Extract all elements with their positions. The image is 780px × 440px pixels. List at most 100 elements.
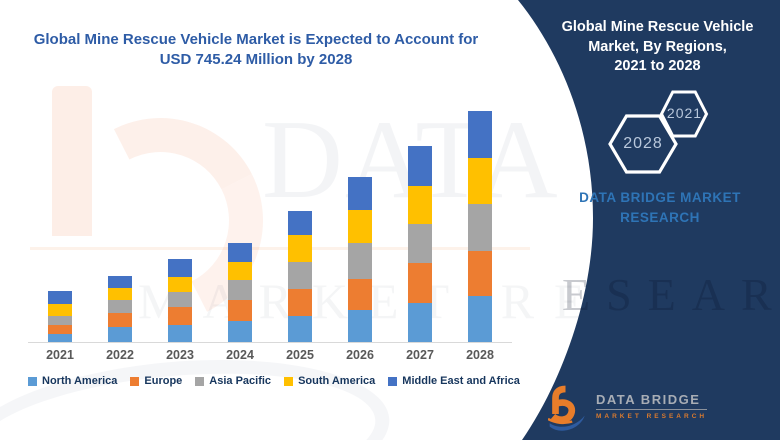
bar-group-2022 bbox=[90, 107, 150, 342]
legend: North America Europe Asia Pacific South Ame… bbox=[28, 375, 520, 387]
legend-marker-south-america-icon bbox=[284, 376, 294, 386]
stacked-bar-2021 bbox=[48, 291, 72, 342]
footer-logo-name: DATA BRIDGE bbox=[596, 392, 708, 410]
panel-brand-line-1: DATA BRIDGE MARKET bbox=[579, 190, 741, 205]
legend-marker-europe-icon bbox=[130, 376, 140, 386]
bar-group-2024 bbox=[210, 107, 270, 342]
legend-item-north-america: North America bbox=[28, 375, 117, 387]
bar-segment-north-america bbox=[48, 334, 72, 342]
footer-logo-tagline: MARKET RESEARCH bbox=[596, 413, 708, 420]
x-label-2028: 2028 bbox=[466, 348, 494, 362]
bar-segment-south-america bbox=[348, 210, 372, 243]
bar-segment-europe bbox=[408, 263, 432, 303]
bar-segment-south-america bbox=[228, 262, 252, 280]
bar-segment-asia-pacific bbox=[228, 280, 252, 300]
bar-group-2021 bbox=[30, 107, 90, 342]
bar-segment-europe bbox=[108, 313, 132, 327]
bar-segment-south-america bbox=[48, 304, 72, 316]
bar-segment-middle-east-and-africa bbox=[168, 259, 192, 277]
bar-segment-middle-east-and-africa bbox=[348, 177, 372, 210]
stacked-bar-2027 bbox=[408, 146, 432, 342]
legend-item-south-america: South America bbox=[284, 375, 375, 387]
bar-segment-north-america bbox=[408, 303, 432, 342]
legend-marker-asia-pacific-icon bbox=[195, 376, 205, 386]
bar-segment-asia-pacific bbox=[468, 204, 492, 251]
bar-group-2026 bbox=[330, 107, 390, 342]
bar-segment-south-america bbox=[168, 277, 192, 292]
hexagon-2021-icon bbox=[659, 90, 709, 138]
footer-logo-text: DATA BRIDGE MARKET RESEARCH bbox=[596, 392, 708, 420]
legend-item-europe: Europe bbox=[130, 375, 182, 387]
legend-label-north-america: North America bbox=[42, 375, 118, 387]
chart-title: Global Mine Rescue Vehicle Market is Exp… bbox=[0, 30, 512, 71]
bar-group-2028 bbox=[450, 107, 510, 342]
bar-segment-asia-pacific bbox=[408, 224, 432, 263]
legend-item-asia-pacific: Asia Pacific bbox=[195, 375, 271, 387]
x-axis-labels: 2021 2022 2023 2024 2025 2026 2027 2028 bbox=[30, 348, 510, 362]
x-label-2025: 2025 bbox=[286, 348, 314, 362]
hexagon-2028-icon bbox=[608, 114, 678, 174]
bar-segment-asia-pacific bbox=[348, 243, 372, 279]
bar-segment-middle-east-and-africa bbox=[48, 291, 72, 304]
bar-segment-asia-pacific bbox=[288, 262, 312, 289]
plot-area bbox=[30, 107, 510, 342]
x-label-2021: 2021 bbox=[46, 348, 74, 362]
legend-label-asia-pacific: Asia Pacific bbox=[209, 375, 272, 387]
panel-brand-line-2: RESEARCH bbox=[620, 209, 700, 225]
x-label-2023: 2023 bbox=[166, 348, 194, 362]
footer-logo: DATA BRIDGE MARKET RESEARCH bbox=[548, 383, 708, 435]
data-bridge-logo-icon bbox=[548, 385, 585, 431]
panel-title: Global Mine Rescue Vehicle Market, By Re… bbox=[545, 18, 770, 77]
stacked-bar-2023 bbox=[168, 259, 192, 342]
bar-segment-north-america bbox=[348, 310, 372, 342]
legend-item-middle-east-and-africa: Middle East and Africa bbox=[388, 375, 520, 387]
stacked-bar-2025 bbox=[288, 211, 312, 342]
bar-segment-europe bbox=[468, 251, 492, 296]
bar-segment-europe bbox=[168, 307, 192, 325]
bar-segment-europe bbox=[348, 279, 372, 310]
hexagon-2021-label: 2021 bbox=[666, 105, 703, 121]
legend-marker-north-america-icon bbox=[28, 376, 37, 386]
bar-segment-north-america bbox=[108, 327, 132, 342]
hexagons-graphic bbox=[608, 90, 709, 174]
bar-segment-north-america bbox=[288, 316, 312, 342]
x-label-2022: 2022 bbox=[106, 348, 134, 362]
bar-segment-north-america bbox=[468, 296, 492, 342]
legend-label-europe: Europe bbox=[144, 375, 183, 387]
hexagon-2028-label: 2028 bbox=[623, 135, 663, 152]
panel-brand-text: DATA BRIDGE MARKET RESEARCH bbox=[560, 188, 760, 227]
bar-segment-middle-east-and-africa bbox=[108, 276, 132, 288]
x-label-2027: 2027 bbox=[406, 348, 434, 362]
bar-group-2023 bbox=[150, 107, 210, 342]
bar-segment-middle-east-and-africa bbox=[228, 243, 252, 262]
bar-segment-north-america bbox=[228, 321, 252, 342]
chart-title-line-2: USD 745.24 Million by 2028 bbox=[159, 51, 353, 69]
bar-group-2027 bbox=[390, 107, 450, 342]
bar-segment-asia-pacific bbox=[168, 292, 192, 307]
bar-segment-middle-east-and-africa bbox=[468, 111, 492, 158]
bar-segment-europe bbox=[228, 300, 252, 321]
chart-title-line-1: Global Mine Rescue Vehicle Market is Exp… bbox=[33, 31, 479, 48]
x-axis-line bbox=[28, 342, 512, 343]
stacked-bar-2022 bbox=[108, 276, 132, 342]
x-label-2026: 2026 bbox=[346, 348, 374, 362]
bar-segment-south-america bbox=[468, 158, 492, 204]
bar-segment-south-america bbox=[108, 288, 132, 300]
legend-marker-middle-east-and-africa-icon bbox=[388, 376, 398, 386]
legend-label-south-america: South America bbox=[298, 375, 376, 387]
bar-segment-south-america bbox=[408, 186, 432, 224]
bar-segment-europe bbox=[48, 325, 72, 334]
x-label-2024: 2024 bbox=[226, 348, 254, 362]
legend-label-middle-east-and-africa: Middle East and Africa bbox=[402, 375, 520, 387]
stacked-bar-2026 bbox=[348, 177, 372, 342]
panel-title-line-3: 2021 to 2028 bbox=[614, 58, 701, 75]
bar-segment-asia-pacific bbox=[48, 316, 72, 325]
bar-segment-middle-east-and-africa bbox=[288, 211, 312, 235]
bar-segment-north-america bbox=[168, 325, 192, 342]
panel-title-line-2: Market, By Regions, bbox=[588, 38, 727, 55]
bar-segment-middle-east-and-africa bbox=[408, 146, 432, 186]
bar-group-2025 bbox=[270, 107, 330, 342]
stacked-bar-2024 bbox=[228, 243, 252, 342]
